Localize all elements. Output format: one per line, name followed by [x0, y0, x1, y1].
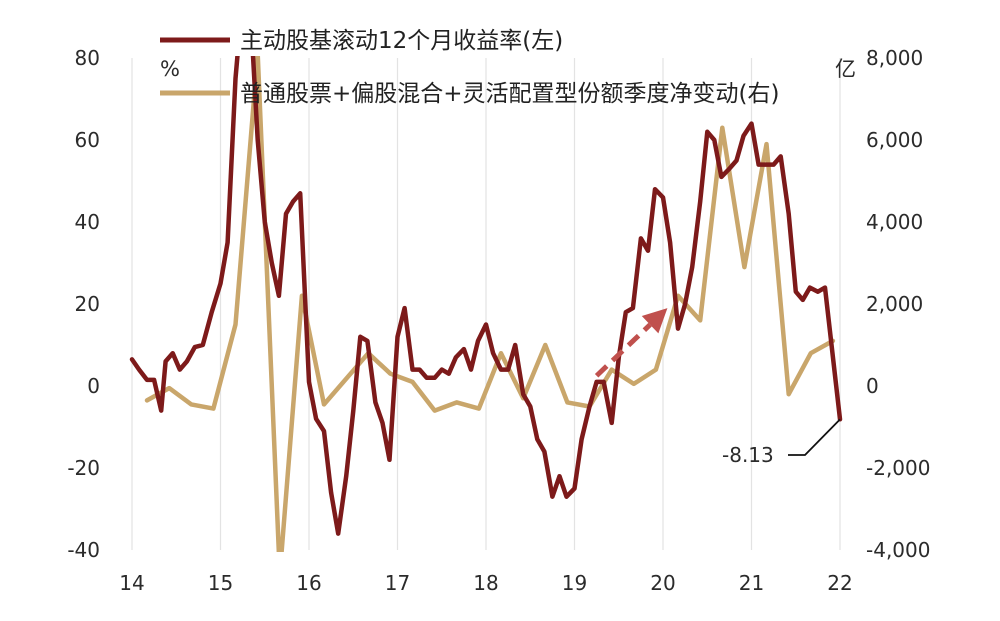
right-tick-label: 2,000 [866, 292, 923, 316]
x-tick-label: 19 [562, 571, 587, 595]
trend-arrow-shaft [594, 322, 652, 378]
legend-label-return: 主动股基滚动12个月收益率(左) [240, 28, 563, 54]
end-value-annotation: -8.13 [722, 418, 841, 467]
return-series-line [129, 56, 843, 536]
right-tick-label: 4,000 [866, 210, 923, 234]
right-axis-unit: 亿 [835, 57, 856, 81]
legend: 主动股基滚动12个月收益率(左) 普通股票+偏股混合+灵活配置型份额季度净变动(… [160, 28, 780, 107]
x-tick-label: 15 [208, 571, 233, 595]
left-tick-label: 80 [75, 46, 100, 70]
right-tick-label: 0 [866, 374, 879, 398]
series-layer [129, 56, 843, 552]
x-tick-label: 14 [119, 571, 144, 595]
vertical-gridlines [131, 58, 841, 550]
x-tick-label: 16 [296, 571, 321, 595]
x-axis-ticks: 14 15 16 17 18 19 20 21 22 [119, 571, 852, 595]
annotation-leader-line [788, 418, 841, 456]
right-tick-label: -2,000 [866, 456, 930, 480]
x-tick-label: 20 [650, 571, 675, 595]
right-axis-ticks: 8,000 6,000 4,000 2,000 0 -2,000 -4,000 [866, 46, 930, 562]
left-tick-label: 40 [75, 210, 100, 234]
x-tick-label: 17 [385, 571, 410, 595]
right-tick-label: 6,000 [866, 128, 923, 152]
legend-label-flow: 普通股票+偏股混合+灵活配置型份额季度净变动(右) [240, 81, 780, 107]
left-tick-label: 20 [75, 292, 100, 316]
x-tick-label: 18 [473, 571, 498, 595]
trend-arrow [594, 308, 668, 378]
trend-arrow-head [641, 308, 668, 334]
left-tick-label: 60 [75, 128, 100, 152]
left-tick-label: -40 [67, 538, 100, 562]
x-tick-label: 22 [827, 571, 852, 595]
left-axis-ticks: 80 60 40 20 0 -20 -40 [67, 46, 100, 562]
annotation-label: -8.13 [722, 443, 774, 467]
left-tick-label: -20 [67, 456, 100, 480]
x-tick-label: 21 [739, 571, 764, 595]
left-tick-label: 0 [87, 374, 100, 398]
right-tick-label: -4,000 [866, 538, 930, 562]
flow-series-line [144, 56, 836, 552]
left-axis-unit: % [160, 57, 180, 81]
right-tick-label: 8,000 [866, 46, 923, 70]
